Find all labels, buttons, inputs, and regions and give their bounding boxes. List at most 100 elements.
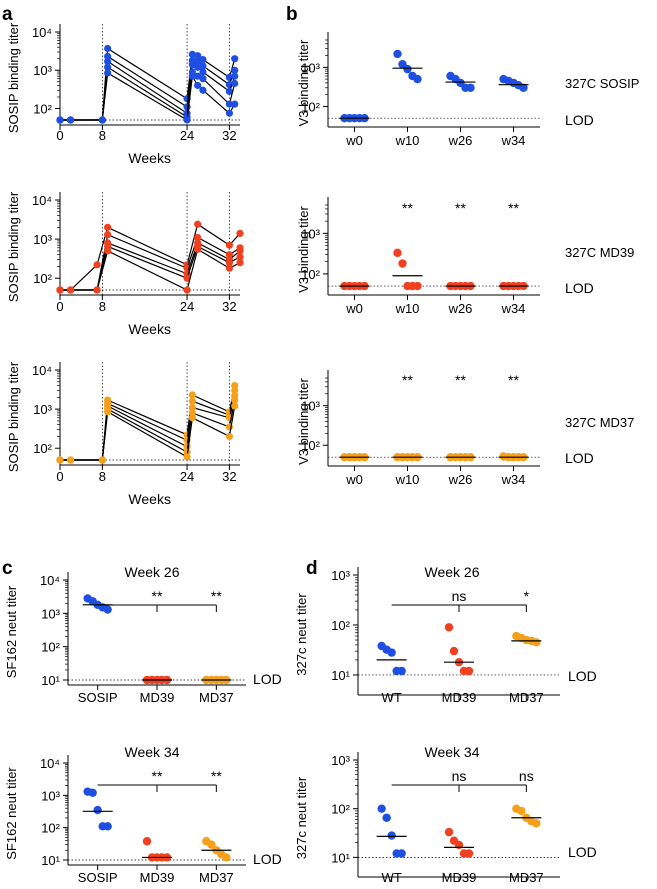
data-point: [231, 55, 239, 63]
data-point: [225, 259, 234, 267]
x-tick-label: w26: [448, 133, 473, 148]
panel-label: b: [286, 4, 298, 25]
data-point: [403, 64, 412, 74]
lod-label: LOD: [565, 450, 594, 466]
data-point: [231, 79, 239, 88]
y-tick-label: 10³: [33, 63, 52, 78]
x-tick-label: WT: [382, 690, 402, 705]
data-point: [532, 819, 541, 828]
y-tick-label: 10³: [301, 60, 320, 75]
x-tick-label: MD37: [509, 690, 544, 705]
data-point: [225, 432, 234, 441]
x-tick-label: WT: [382, 870, 402, 885]
series-line: [60, 66, 236, 121]
data-point: [104, 63, 112, 71]
data-point: [466, 83, 475, 92]
y-axis-label: SF162 neut titer: [4, 585, 19, 678]
data-point: [104, 69, 112, 77]
data-point: [398, 259, 407, 268]
data-point: [103, 822, 112, 831]
data-point: [98, 456, 106, 464]
data-point: [56, 456, 64, 464]
data-point: [103, 605, 112, 614]
data-point: [93, 286, 101, 294]
x-axis-label: Weeks: [128, 491, 171, 507]
data-point: [236, 229, 244, 237]
series-line: [60, 55, 236, 121]
data-point: [183, 453, 191, 461]
data-point: [104, 247, 112, 255]
data-point: [188, 403, 196, 412]
x-tick-label: 24: [180, 299, 194, 314]
comparison-label: **: [152, 768, 163, 784]
y-tick-label: 10³: [301, 399, 320, 414]
data-point: [56, 286, 64, 294]
data-point: [194, 57, 202, 66]
significance-mark: **: [455, 200, 466, 216]
x-tick-label: w10: [395, 133, 420, 148]
data-point: [194, 81, 202, 90]
data-point: [225, 87, 234, 95]
y-tick-label: 10²: [301, 99, 320, 114]
data-point: [199, 68, 207, 76]
data-point: [188, 414, 196, 422]
x-tick-label: 32: [222, 469, 236, 484]
x-tick-label: w34: [501, 301, 526, 316]
x-tick-label: 0: [56, 299, 63, 314]
construct-label: 327C MD37: [565, 415, 634, 430]
data-point: [231, 402, 239, 410]
series-line: [60, 405, 236, 461]
comparison-label: ns: [452, 768, 467, 784]
data-point: [93, 805, 102, 815]
x-tick-label: 0: [56, 128, 63, 143]
data-point: [194, 233, 202, 242]
y-tick-label: 10¹: [41, 853, 60, 868]
data-point: [104, 44, 112, 53]
lod-label: LOD: [565, 280, 594, 296]
x-tick-label: MD39: [140, 870, 175, 885]
data-point: [236, 247, 244, 255]
data-point: [393, 248, 402, 258]
data-point: [517, 806, 526, 816]
data-point: [382, 813, 391, 822]
x-tick-label: 8: [99, 469, 106, 484]
y-tick-label: 10¹: [331, 850, 350, 865]
series-line: [60, 390, 236, 461]
data-point: [66, 116, 75, 124]
x-tick-label: w0: [345, 133, 363, 148]
data-point: [188, 72, 196, 80]
x-tick-label: 24: [180, 469, 194, 484]
y-axis-label: V3 binding titer: [296, 39, 311, 126]
comparison-label: **: [211, 588, 222, 604]
y-axis-label: SF162 neut titer: [4, 767, 19, 860]
x-tick-label: w26: [448, 472, 473, 487]
data-point: [188, 397, 196, 405]
significance-mark: **: [402, 200, 413, 216]
panel-title: Week 34: [425, 744, 480, 760]
x-tick-label: MD37: [199, 690, 234, 705]
x-tick-label: MD39: [442, 690, 477, 705]
significance-mark: **: [402, 372, 413, 388]
data-point: [56, 116, 64, 124]
data-point: [183, 286, 191, 294]
data-point: [397, 666, 406, 676]
data-point: [93, 261, 101, 269]
y-tick-label: 10⁴: [32, 363, 52, 378]
data-point: [444, 827, 454, 837]
x-tick-label: w34: [501, 472, 526, 487]
data-point: [199, 86, 207, 94]
lod-label: LOD: [568, 844, 597, 860]
data-point: [413, 281, 422, 291]
x-tick-label: MD39: [140, 690, 175, 705]
data-point: [225, 264, 234, 272]
data-point: [194, 245, 202, 253]
data-point: [231, 396, 239, 404]
data-point: [199, 75, 207, 83]
data-point: [66, 456, 75, 464]
data-point: [444, 623, 454, 632]
series-line: [60, 248, 241, 291]
x-tick-label: 8: [99, 128, 106, 143]
x-tick-label: 0: [56, 469, 63, 484]
y-tick-label: 10³: [331, 753, 350, 768]
y-axis-label: V3 binding titer: [296, 377, 311, 464]
